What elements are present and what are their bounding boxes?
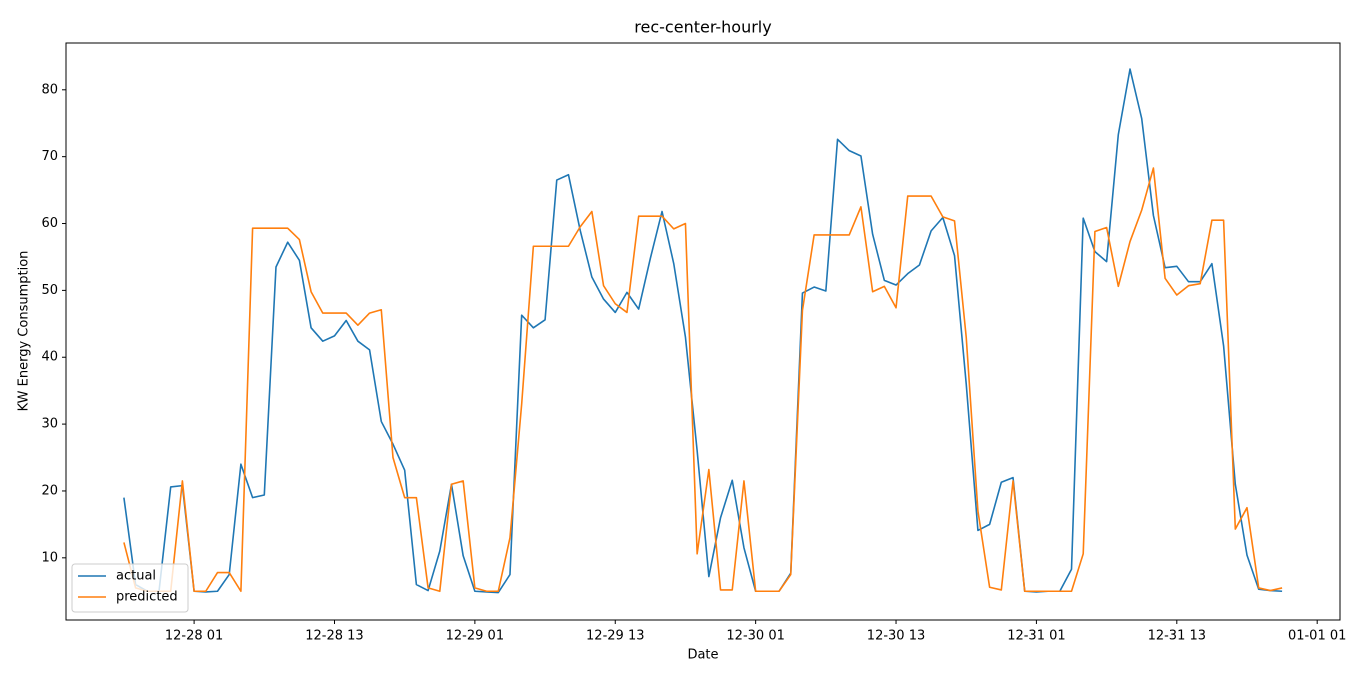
x-tick-label: 12-29 13 [586, 629, 644, 644]
x-tick-label: 12-29 01 [446, 629, 504, 644]
x-tick-label: 12-28 13 [305, 629, 363, 644]
x-tick-label: 12-30 13 [867, 629, 925, 644]
axes-frame [65, 42, 1341, 621]
y-tick-label: 10 [41, 550, 58, 565]
x-tick-label: 12-30 01 [726, 629, 784, 644]
plot-area: 10 20 30 40 50 60 70 80 12-28 01 12-28 13 12-29 01… [41, 68, 1346, 644]
y-tick-label: 30 [41, 417, 58, 432]
chart-title: rec-center-hourly [634, 18, 771, 37]
y-tick-label: 60 [41, 216, 58, 231]
series-line [123, 167, 1283, 593]
y-tick-label: 20 [41, 483, 58, 498]
y-tick-label: 40 [41, 350, 58, 365]
legend-label: actual [116, 569, 156, 584]
x-tick-label: 12-31 01 [1007, 629, 1065, 644]
x-tick-label: 12-31 13 [1148, 629, 1206, 644]
x-axis-label: Date [687, 648, 718, 663]
x-tick-label: 12-28 01 [165, 629, 223, 644]
y-tick-label: 50 [41, 283, 58, 298]
y-tick-label: 70 [41, 149, 58, 164]
x-tick-label: 01-01 01 [1288, 629, 1346, 644]
y-tick-label: 80 [41, 82, 58, 97]
legend-label: predicted [116, 590, 178, 605]
legend: actual predicted [71, 563, 189, 613]
y-axis-label: KW Energy Consumption [17, 251, 32, 412]
